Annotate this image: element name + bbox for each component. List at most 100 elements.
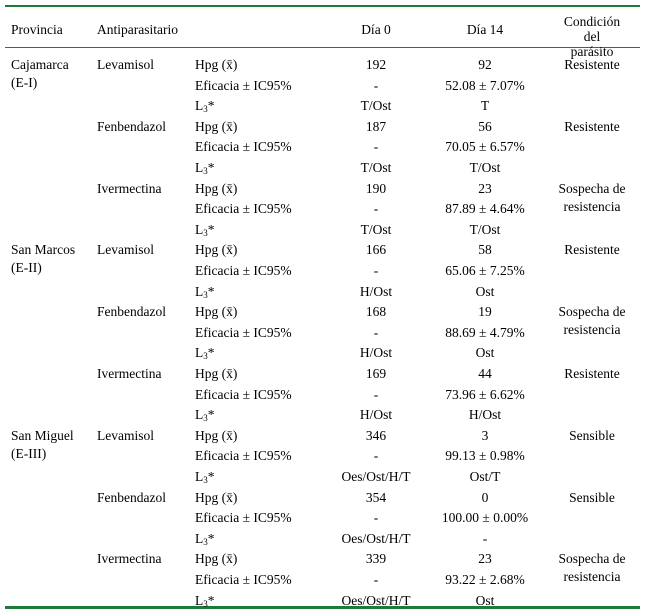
l3-day14: - [482,530,488,546]
eficacia-day0: - [373,201,379,217]
header-condicion-line1: Condición del [563,14,621,44]
eficacia-day14: 99.13 ± 0.98% [445,448,525,464]
header-dia14: Día 14 [466,22,504,37]
hpg-day0: 166 [365,242,387,258]
l3-subscript: 3 [203,227,208,238]
province-code: (E-III) [11,445,47,461]
condition-line1: Sensible [569,427,615,443]
hpg-day14: 19 [478,304,492,320]
eficacia-day14: 100.00 ± 0.00% [441,510,529,526]
condition-line1: Sensible [569,489,615,505]
parasite-condition: Sospecha de resistencia [537,181,645,214]
parasite-condition: Sospecha de resistencia [537,551,645,584]
hpg-day0: 192 [365,57,387,72]
l3-letter: L [195,98,204,114]
condition-line1: Resistente [564,366,620,381]
drug-name: Ivermectina [97,366,162,381]
row-label-l3: L3* [195,283,215,300]
hpg-day0: 190 [365,180,387,196]
l3-day0: T/Ost [360,221,392,237]
l3-day14: T/Ost [469,160,501,175]
row-label-hpg: Hpg (x̄) [195,551,238,567]
eficacia-day14: 73.96 ± 6.62% [445,386,525,402]
l3-day0: Oes/Ost/H/T [341,530,411,546]
l3-subscript: 3 [203,351,208,362]
eficacia-day14: 65.06 ± 7.25% [445,263,525,278]
l3-day14: Ost/T [469,469,501,484]
hpg-day14: 92 [478,57,492,72]
l3-day0: T/Ost [360,98,392,114]
l3-subscript: 3 [203,104,208,115]
province-name: San Miguel (E-III) [11,428,74,461]
l3-asterisk: * [207,98,215,114]
row-label-hpg: Hpg (x̄) [195,180,238,196]
province-name-line1: Cajamarca [11,57,69,72]
hpg-day0: 168 [365,304,387,320]
hpg-day0: 187 [365,118,387,134]
condition-line2: resistencia [563,322,621,338]
l3-letter: L [195,345,204,361]
eficacia-day14: 93.22 ± 2.68% [445,572,525,587]
parasite-condition: Sensible [537,428,645,446]
header-condicion-line2: parásito [570,44,614,59]
parasite-condition: Sospecha de resistencia [537,304,645,337]
province-name-line1: San Marcos [11,242,76,258]
drug-name: Fenbendazol [97,489,166,505]
row-label-eficacia: Eficacia ± IC95% [195,386,292,402]
l3-day14: Ost [475,592,495,608]
hpg-day0: 354 [365,489,387,505]
row-label-hpg: Hpg (x̄) [195,242,238,258]
l3-day14: T [480,98,490,114]
l3-subscript: 3 [203,413,208,424]
eficacia-day0: - [373,139,379,155]
row-label-eficacia: Eficacia ± IC95% [195,324,292,340]
condition-line1: Resistente [564,57,620,72]
l3-day0: T/Ost [360,160,392,175]
row-label-eficacia: Eficacia ± IC95% [195,201,292,217]
l3-asterisk: * [207,160,215,175]
parasite-condition: Sensible [537,490,645,508]
row-label-hpg: Hpg (x̄) [195,366,238,381]
row-label-eficacia: Eficacia ± IC95% [195,572,292,587]
hpg-day0: 169 [365,366,387,381]
l3-letter: L [195,469,204,484]
hpg-day14: 44 [478,366,492,381]
row-label-l3: L3* [195,345,215,362]
row-label-eficacia: Eficacia ± IC95% [195,448,292,464]
l3-letter: L [195,530,204,546]
l3-day14: T/Ost [469,221,501,237]
hpg-day0: 339 [365,551,387,567]
province-name: Cajamarca (E-I) [11,57,69,90]
drug-name: Levamisol [97,427,154,443]
eficacia-day0: - [373,77,379,93]
drug-name: Ivermectina [97,180,162,196]
l3-day0: Oes/Ost/H/T [341,592,411,608]
parasite-condition: Resistente [537,119,645,137]
row-label-l3: L3* [195,407,215,424]
l3-asterisk: * [207,407,215,423]
row-label-hpg: Hpg (x̄) [195,304,238,320]
hpg-day14: 23 [478,551,492,567]
eficacia-day0: - [373,263,379,278]
eficacia-day14: 52.08 ± 7.07% [445,77,525,93]
l3-day0: H/Ost [359,345,393,361]
row-label-l3: L3* [195,98,215,115]
row-label-l3: L3* [195,530,215,547]
l3-asterisk: * [207,345,215,361]
l3-day0: H/Ost [359,407,393,423]
row-label-hpg: Hpg (x̄) [195,489,238,505]
condition-line1: Sospecha de [558,551,626,567]
row-label-eficacia: Eficacia ± IC95% [195,263,292,278]
row-label-eficacia: Eficacia ± IC95% [195,139,292,155]
l3-asterisk: * [207,221,215,237]
header-dia0: Día 0 [361,22,391,37]
eficacia-day0: - [373,572,379,587]
eficacia-day0: - [373,324,379,340]
l3-letter: L [195,283,204,299]
l3-asterisk: * [207,469,215,484]
province-name-line1: San Miguel [11,427,74,443]
l3-subscript: 3 [203,475,208,485]
l3-letter: L [195,592,204,608]
header-condicion: Condición del parásito [564,14,620,59]
eficacia-day0: - [373,448,379,464]
